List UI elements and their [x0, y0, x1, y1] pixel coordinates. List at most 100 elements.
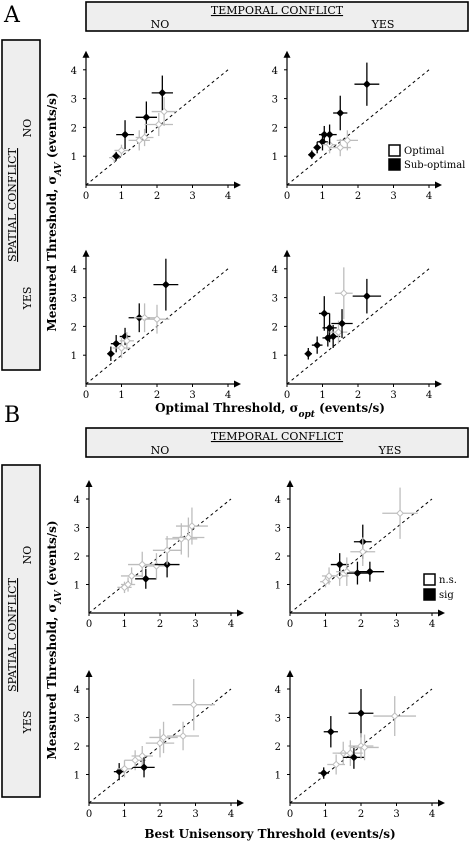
- y-tick-label: 1: [74, 771, 80, 782]
- temporal-no-label-a: NO: [151, 18, 170, 31]
- temporal-conflict-box-a: [85, 1, 469, 32]
- y-tick-label: 2: [71, 322, 77, 333]
- point-marker: [336, 143, 345, 152]
- y-axis-arrow: [82, 50, 90, 58]
- point-marker: [321, 577, 330, 586]
- data-point-open: [172, 517, 205, 558]
- point-marker: [357, 709, 365, 718]
- x-tick-label: 3: [189, 390, 195, 401]
- data-point-open: [120, 567, 143, 585]
- data-point-filled: [318, 767, 330, 779]
- point-marker: [115, 767, 124, 776]
- point-marker: [349, 753, 358, 762]
- x-axis-arrow: [234, 181, 241, 189]
- temporal-yes-label-b: YES: [378, 444, 402, 457]
- point-marker: [161, 280, 170, 289]
- y-tick-label: 4: [71, 265, 77, 276]
- point-marker: [154, 120, 163, 129]
- point-marker: [325, 323, 334, 332]
- x-tick-label: 1: [322, 619, 328, 630]
- data-point-open: [321, 567, 337, 585]
- spatial-conflict-header-b: SPATIAL CONFLICT: [6, 577, 19, 691]
- point-marker: [159, 733, 168, 742]
- legend-swatch-sig: [423, 588, 436, 601]
- legend-label-optimal: Optimal: [404, 146, 444, 157]
- x-tick-label: 3: [390, 390, 396, 401]
- data-point-filled: [313, 141, 322, 154]
- point-marker: [362, 292, 371, 301]
- x-tick-label: 4: [225, 390, 231, 401]
- y-tick-label: 1: [275, 771, 281, 782]
- y-tick-label: 3: [74, 714, 80, 725]
- temporal-no-label-b: NO: [151, 444, 170, 457]
- x-tick-label: 1: [322, 809, 328, 820]
- data-point-filled: [153, 258, 179, 311]
- point-marker: [117, 344, 126, 352]
- point-marker: [122, 336, 131, 345]
- point-marker: [325, 130, 334, 139]
- point-marker: [358, 547, 367, 556]
- point-marker: [152, 562, 161, 570]
- x-tick-label: 4: [228, 809, 234, 820]
- y-axis-label-b: Measured Threshold, σAV (events/s): [45, 520, 64, 759]
- data-point-open: [373, 696, 417, 737]
- point-marker: [189, 700, 198, 709]
- y-tick-label: 3: [71, 294, 77, 305]
- data-point-filled: [331, 309, 353, 338]
- y-axis-arrow: [283, 50, 291, 58]
- data-point-open: [128, 551, 157, 578]
- legend-swatch-ns: [423, 573, 436, 586]
- x-axis-arrow: [234, 380, 241, 388]
- point-marker: [338, 319, 346, 328]
- y-tick-label: 4: [71, 66, 77, 77]
- y-tick-label: 4: [272, 66, 278, 77]
- y-axis-label-a: Measured Threshold, σAV (events/s): [45, 92, 64, 331]
- temporal-yes-label-a: YES: [371, 18, 395, 31]
- x-tick-label: 2: [157, 809, 163, 820]
- point-marker: [334, 328, 343, 337]
- point-marker: [138, 752, 147, 760]
- x-tick-label: 0: [86, 809, 92, 820]
- y-tick-label: 1: [71, 152, 77, 163]
- y-tick-label: 1: [272, 351, 278, 362]
- y-axis-arrow: [85, 480, 93, 487]
- point-marker: [336, 109, 345, 117]
- point-marker: [326, 727, 335, 736]
- point-marker: [127, 572, 136, 580]
- panel-a: A TEMPORAL CONFLICT NO YES SPATIAL CONFL…: [1, 1, 469, 420]
- data-point-filled: [322, 313, 337, 343]
- x-tick-label: 3: [390, 191, 396, 202]
- data-point-open: [149, 721, 178, 754]
- point-marker: [360, 743, 369, 752]
- spatial-conflict-box-b: [1, 464, 41, 798]
- spatial-conflict-header-a: SPATIAL CONFLICT: [6, 147, 19, 261]
- x-tick-label: 1: [118, 390, 124, 401]
- temporal-conflict-header-a: TEMPORAL CONFLICT: [211, 4, 344, 17]
- data-point-filled: [112, 151, 121, 161]
- data-point-open: [167, 721, 200, 751]
- point-marker: [179, 732, 187, 740]
- x-tick-label: 2: [358, 619, 364, 630]
- data-point-filled: [333, 95, 348, 131]
- data-point-open: [151, 97, 177, 126]
- y-tick-label: 2: [74, 552, 80, 563]
- data-point-filled: [106, 346, 115, 361]
- y-axis-arrow: [286, 480, 294, 487]
- data-point-filled: [116, 120, 134, 149]
- x-tick-label: 1: [121, 809, 127, 820]
- subplot-a-temporal-no-spatial-no: 0 1 2 3 4 1 2 3 4: [71, 50, 241, 202]
- data-point-open: [329, 138, 351, 157]
- point-marker: [131, 756, 140, 765]
- data-point-open: [145, 728, 175, 758]
- x-tick-label: 0: [284, 390, 290, 401]
- x-axis-arrow: [435, 380, 442, 388]
- identity-line: [289, 498, 433, 614]
- data-point-open: [172, 679, 216, 731]
- legend-label-ns: n.s.: [439, 575, 457, 586]
- spatial-yes-label-a: YES: [21, 287, 34, 311]
- data-point-open: [117, 760, 132, 778]
- subplot-b-temporal-no-spatial-yes: 0 1 2 3 4 1 2 3 4: [74, 670, 244, 820]
- data-point-filled: [110, 335, 122, 353]
- x-axis-label-a: Optimal Threshold, σopt (events/s): [155, 401, 385, 420]
- point-marker: [325, 572, 333, 580]
